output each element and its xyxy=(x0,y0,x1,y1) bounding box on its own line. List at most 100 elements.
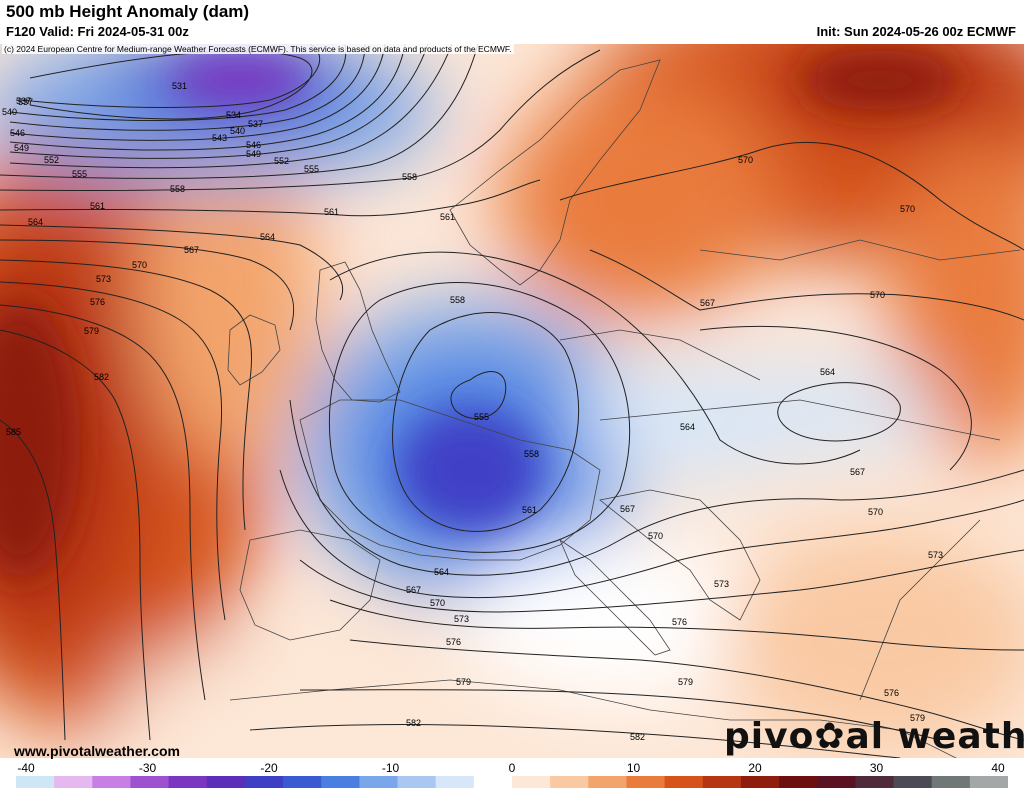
contour-label: 567 xyxy=(184,245,199,255)
contour-label: 570 xyxy=(868,507,883,517)
contour-label: 582 xyxy=(406,718,421,728)
pivotal-weather-logo: pivo✿al weather xyxy=(724,716,1024,757)
contour-label: 576 xyxy=(884,688,899,698)
height-contours xyxy=(0,44,1024,758)
contour-label: 570 xyxy=(132,260,147,270)
contour-label: 531 xyxy=(172,81,187,91)
header: 500 mb Height Anomaly (dam) F120 Valid: … xyxy=(0,0,1024,44)
contour-label: 540 xyxy=(230,126,245,136)
colorbar-swatch xyxy=(54,776,93,788)
contour-label: 537 xyxy=(18,97,33,107)
contour-label: 582 xyxy=(94,372,109,382)
contour-label: 573 xyxy=(928,550,943,560)
colorbar-swatch xyxy=(16,776,55,788)
contour-label: 537 xyxy=(16,96,31,106)
contour-label: 549 xyxy=(14,143,29,153)
init-time: Init: Sun 2024-05-26 00z ECMWF xyxy=(816,24,1016,39)
colorbar-tick-label: -10 xyxy=(381,761,400,775)
contour-label: 573 xyxy=(714,579,729,589)
contour-label: 555 xyxy=(304,164,319,174)
gear-icon: ✿ xyxy=(814,716,846,757)
contour-label: 570 xyxy=(900,204,915,214)
colorbar-swatch xyxy=(397,776,437,788)
colorbar-swatch xyxy=(817,776,856,788)
contour-label: 564 xyxy=(820,367,835,377)
colorbar-swatch xyxy=(321,776,360,788)
contour-label: 558 xyxy=(402,172,417,182)
colorbar-swatch xyxy=(740,776,780,788)
colorbar-swatch xyxy=(702,776,742,788)
contour-label: 558 xyxy=(524,449,539,459)
contour-label: 585 xyxy=(6,427,21,437)
contour-label: 549 xyxy=(246,149,261,159)
contour-label: 534 xyxy=(226,110,241,120)
contour-label: 576 xyxy=(672,617,687,627)
contour-label: 558 xyxy=(170,184,185,194)
contour-label: 561 xyxy=(440,212,455,222)
map-title: 500 mb Height Anomaly (dam) xyxy=(6,2,250,21)
contour-label: 564 xyxy=(680,422,695,432)
colorbar xyxy=(16,776,1008,788)
contour-label: 567 xyxy=(406,585,421,595)
colorbar-swatch xyxy=(855,776,895,788)
height-anomaly-map: 531 534 537 540 543 546 549 552 555 558 … xyxy=(0,44,1024,758)
colorbar-swatch xyxy=(130,776,170,788)
logo-text-right: al weather xyxy=(845,716,1024,757)
contour-label: 570 xyxy=(648,531,663,541)
contour-label: 567 xyxy=(700,298,715,308)
map-canvas: 531 534 537 540 543 546 549 552 555 558 … xyxy=(0,44,1024,758)
contour-labels: 531 534 537 540 543 546 549 552 555 558 … xyxy=(2,81,943,742)
valid-time: F120 Valid: Fri 2024-05-31 00z xyxy=(6,24,189,39)
contour-label: 570 xyxy=(430,598,445,608)
site-url[interactable]: www.pivotalweather.com xyxy=(14,743,180,759)
contour-label: 564 xyxy=(434,567,449,577)
colorbar-swatch xyxy=(512,776,551,788)
contour-label: 573 xyxy=(454,614,469,624)
contour-label: 555 xyxy=(474,412,489,422)
colorbar-tick-label: 10 xyxy=(626,761,641,775)
colorbar-swatch xyxy=(664,776,704,788)
colorbar-swatch xyxy=(893,776,933,788)
contour-label: 579 xyxy=(456,677,471,687)
colorbar-swatch xyxy=(969,776,1008,788)
contour-label: 552 xyxy=(44,155,59,165)
colorbar-tick-label: -40 xyxy=(17,761,35,775)
contour-label: 564 xyxy=(260,232,275,242)
contour-label: 570 xyxy=(870,290,885,300)
contour-label: 576 xyxy=(446,637,461,647)
colorbar-swatch xyxy=(206,776,246,788)
colorbar-swatch xyxy=(473,776,513,788)
colorbar-swatch xyxy=(435,776,475,788)
contour-label: 540 xyxy=(2,107,17,117)
contour-label: 582 xyxy=(630,732,645,742)
contour-label: 579 xyxy=(910,713,925,723)
colorbar-swatch xyxy=(626,776,666,788)
contour-label: 552 xyxy=(274,156,289,166)
copyright-notice: (c) 2024 European Centre for Medium-rang… xyxy=(2,44,514,54)
contour-label: 576 xyxy=(90,297,105,307)
contour-label: 570 xyxy=(738,155,753,165)
colorbar-swatch xyxy=(92,776,131,788)
contour-label: 555 xyxy=(72,169,87,179)
colorbar-tick-label: 30 xyxy=(869,761,884,775)
contour-label: 543 xyxy=(212,133,227,143)
colorbar-tick-label: 40 xyxy=(991,761,1005,775)
contour-label: 564 xyxy=(28,217,43,227)
colorbar-swatch xyxy=(283,776,322,788)
contour-label: 573 xyxy=(96,274,111,284)
contour-label: 561 xyxy=(522,505,537,515)
colorbar-swatch xyxy=(779,776,818,788)
colorbar-swatch xyxy=(168,776,208,788)
colorbar-swatch xyxy=(550,776,589,788)
contour-label: 579 xyxy=(84,326,99,336)
contour-label: 567 xyxy=(620,504,635,514)
contour-label: 561 xyxy=(90,201,105,211)
contour-label: 579 xyxy=(678,677,693,687)
colorbar-swatch xyxy=(588,776,627,788)
contour-label: 561 xyxy=(324,207,339,217)
colorbar-tick-label: 20 xyxy=(748,761,762,775)
colorbar-tick-label: -20 xyxy=(260,761,278,775)
colorbar-swatch xyxy=(931,776,971,788)
colorbar-tick-label: -30 xyxy=(138,761,157,775)
colorbar-tick-label: 0 xyxy=(508,761,516,775)
